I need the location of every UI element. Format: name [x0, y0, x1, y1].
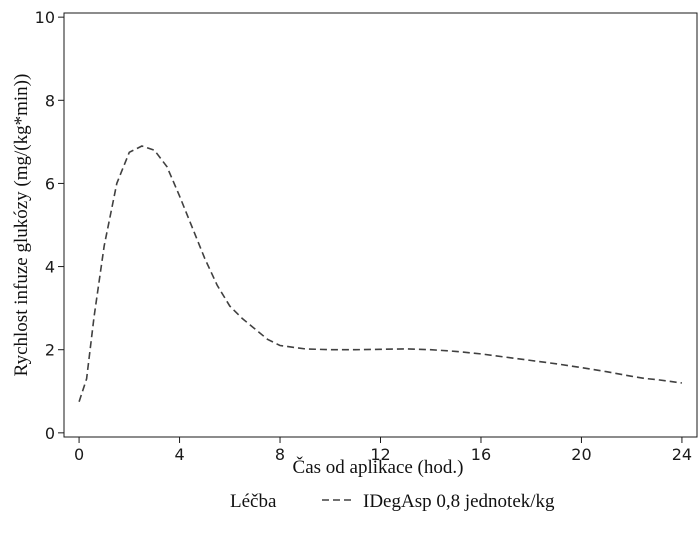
x-axis-title: Čas od aplikace (hod.): [293, 456, 464, 478]
x-tick-label: 16: [471, 445, 491, 464]
y-tick-label: 2: [45, 341, 55, 360]
y-axis: 0 2 4 6 8 10: [35, 8, 64, 443]
x-tick-label: 8: [275, 445, 285, 464]
x-tick-label: 4: [174, 445, 184, 464]
x-axis: 0 4 8 12 16 20 24: [74, 437, 692, 464]
x-tick-label: 20: [571, 445, 591, 464]
y-tick-label: 6: [45, 174, 55, 193]
series-line: [78, 145, 683, 402]
y-tick-label: 0: [45, 424, 55, 443]
y-axis-title: Rychlost infuze glukózy (mg/(kg*min)): [11, 74, 32, 377]
series-layer: [78, 145, 683, 402]
x-tick-label: 0: [74, 445, 84, 464]
legend: Léčba IDegAsp 0,8 jednotek/kg: [230, 491, 555, 512]
y-tick-label: 8: [45, 91, 55, 110]
legend-series-label: IDegAsp 0,8 jednotek/kg: [363, 491, 555, 512]
plot-frame: [63, 12, 698, 438]
legend-title: Léčba: [230, 491, 277, 512]
x-tick-label: 12: [370, 445, 390, 464]
y-tick-label: 4: [45, 258, 55, 277]
y-tick-label: 10: [35, 8, 55, 27]
x-tick-label: 24: [672, 445, 692, 464]
